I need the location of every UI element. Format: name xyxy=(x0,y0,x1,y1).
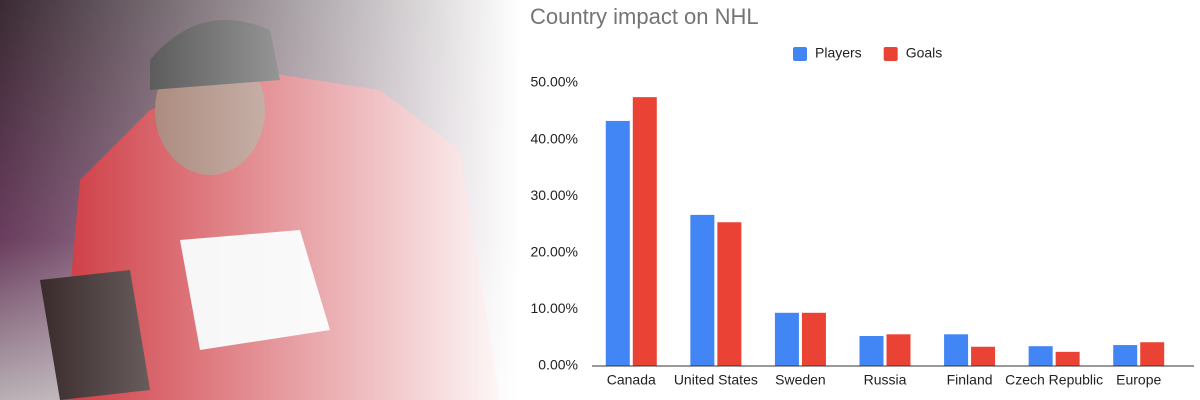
bar xyxy=(971,346,996,366)
y-tick-label: 20.00% xyxy=(531,244,578,260)
photo xyxy=(0,0,520,400)
x-tick-label: Russia xyxy=(864,372,907,388)
y-tick-label: 40.00% xyxy=(531,130,578,146)
y-tick-label: 0.00% xyxy=(538,357,578,373)
bar xyxy=(632,97,657,367)
bar xyxy=(690,214,715,366)
y-tick-label: 50.00% xyxy=(531,74,578,90)
x-tick-label: Finland xyxy=(947,372,993,388)
bar xyxy=(886,334,911,366)
x-tick-label: Europe xyxy=(1116,372,1161,388)
bar xyxy=(1140,342,1165,366)
bar xyxy=(605,120,630,366)
legend-swatch xyxy=(883,47,898,61)
bar xyxy=(944,334,969,366)
x-tick-label: Sweden xyxy=(775,372,826,388)
bar xyxy=(1113,345,1138,366)
bar xyxy=(717,222,742,366)
legend-label: Players xyxy=(815,45,862,61)
legend-label: Goals xyxy=(906,45,943,61)
bar xyxy=(801,312,826,366)
y-tick-label: 10.00% xyxy=(531,300,578,316)
bar xyxy=(1055,351,1080,366)
y-tick-label: 30.00% xyxy=(531,187,578,203)
bar xyxy=(1028,346,1053,366)
x-tick-label: Canada xyxy=(607,372,656,388)
x-tick-label: United States xyxy=(674,372,758,388)
bar xyxy=(859,336,884,366)
x-tick-label: Czech Republic xyxy=(1005,372,1103,388)
chart-title: Country impact on NHL xyxy=(530,4,759,29)
bar xyxy=(774,312,799,366)
legend-swatch xyxy=(793,47,807,61)
